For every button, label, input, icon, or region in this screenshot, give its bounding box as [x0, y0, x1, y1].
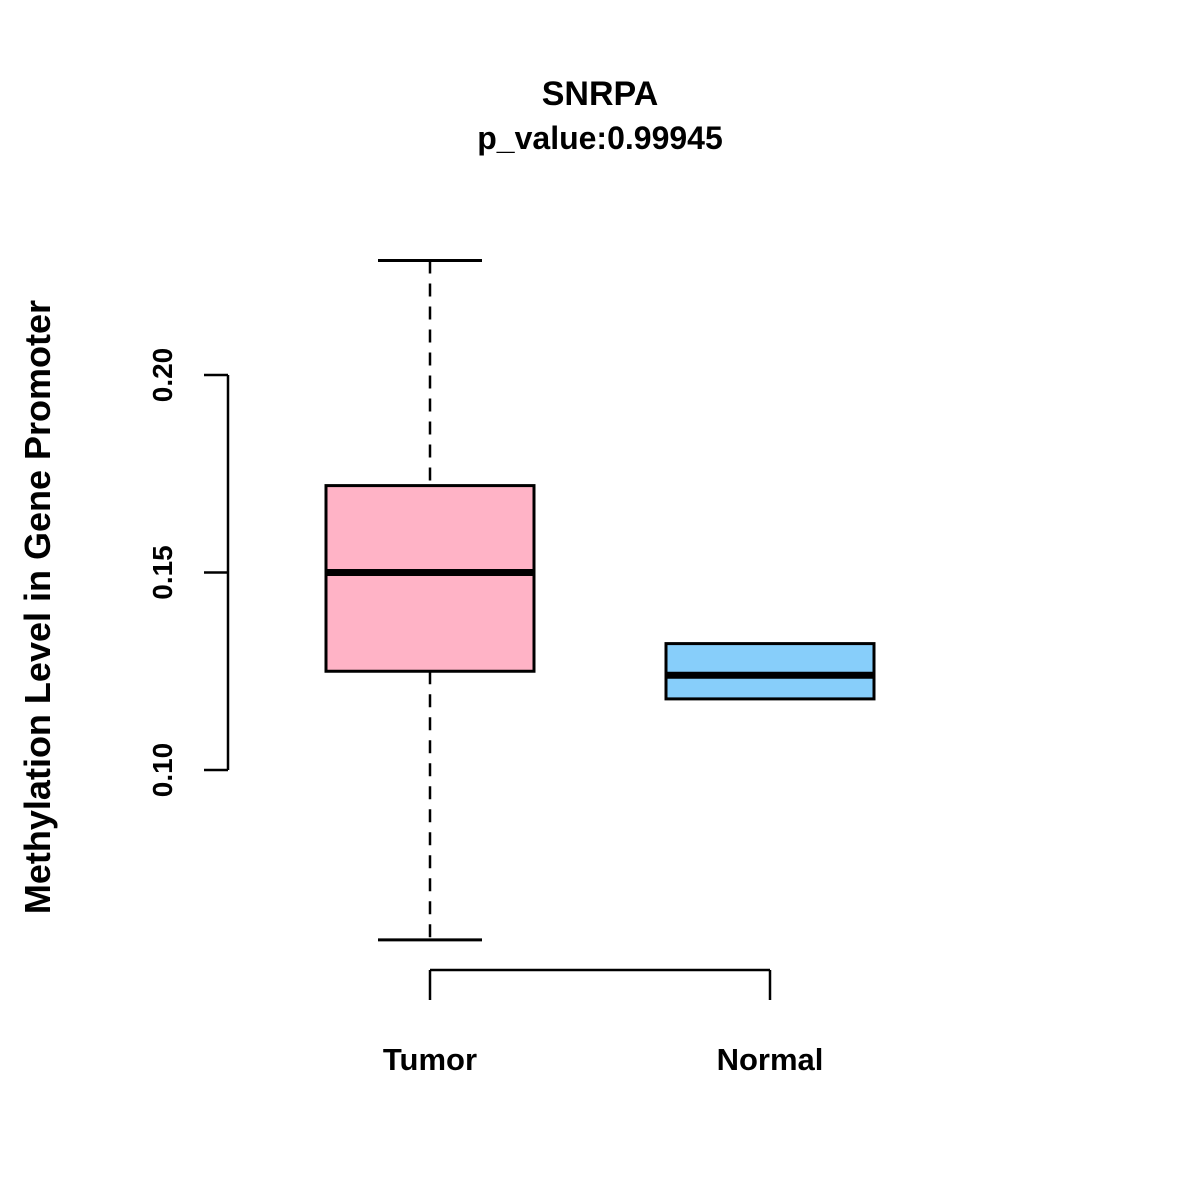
y-axis-tick-label: 0.20 [147, 348, 178, 403]
y-axis-tick-label: 0.15 [147, 545, 178, 600]
tumor-box [324, 484, 536, 673]
x-category-label: Normal [717, 1042, 824, 1077]
chart-subtitle: p_value:0.99945 [477, 120, 723, 156]
normal-box [664, 642, 876, 701]
x-category-label: Tumor [383, 1042, 477, 1077]
y-axis-tick-label: 0.10 [147, 743, 178, 798]
chart-title: SNRPA [541, 75, 659, 113]
